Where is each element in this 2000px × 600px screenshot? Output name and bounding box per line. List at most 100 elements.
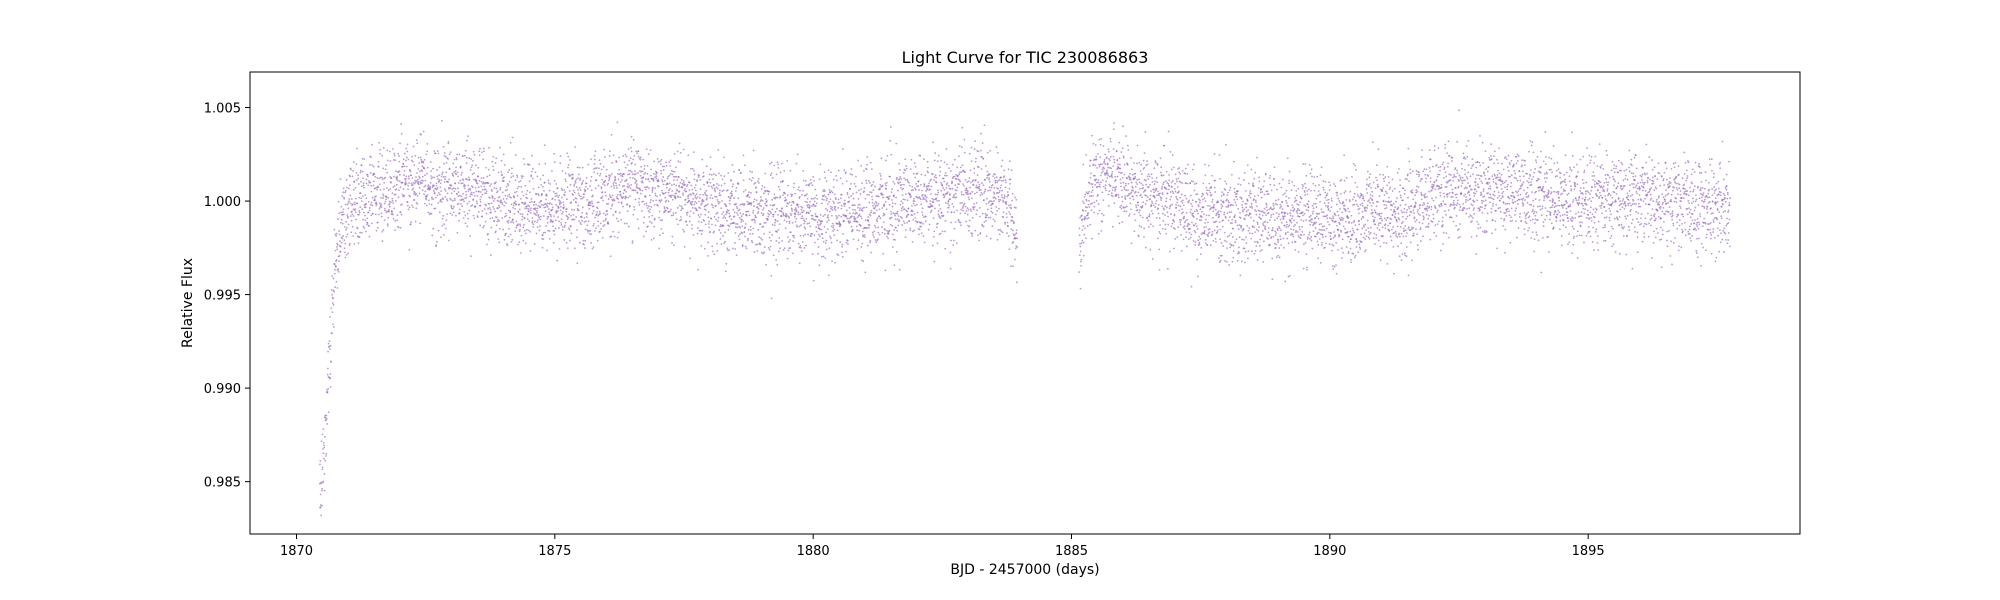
data-point [396,179,399,182]
data-point [509,141,512,144]
data-point [482,158,484,161]
data-point [493,220,496,222]
data-point [935,181,938,184]
data-point [455,173,458,176]
data-point [531,170,533,173]
data-point [959,171,961,174]
data-point [442,145,445,148]
data-point [1082,210,1084,212]
data-point [379,148,381,151]
data-point [743,231,746,233]
data-points [318,109,1731,517]
data-point [742,220,745,222]
data-point [472,214,475,217]
data-point [833,234,836,237]
data-point [878,215,881,218]
data-point [629,187,632,190]
data-point [860,188,862,191]
data-point [623,161,626,164]
data-point [699,207,702,210]
data-point [378,141,380,144]
data-point [917,233,920,236]
data-point [762,213,765,215]
data-point [345,227,348,229]
data-point [342,213,345,216]
data-point [1247,209,1250,211]
data-point [1231,260,1234,263]
data-point [991,225,994,227]
data-point [1231,222,1233,225]
data-point [991,183,994,186]
data-point [1198,235,1201,238]
data-point [330,289,333,291]
data-point [1164,180,1167,183]
data-point [517,185,520,188]
data-point [1201,210,1203,213]
data-point [1088,164,1091,167]
data-point [1157,212,1160,215]
data-point [983,192,986,194]
data-point [1189,182,1192,185]
data-point [415,193,418,195]
data-point [353,181,356,184]
data-point [432,167,434,170]
data-point [394,200,397,202]
data-point [721,200,723,202]
data-point [960,171,963,174]
data-point [943,195,946,197]
data-point [871,231,874,234]
data-point [1190,202,1193,205]
data-point [493,208,495,210]
data-point [697,214,700,216]
data-point [1261,191,1264,193]
data-point [939,232,942,235]
data-point [598,174,601,177]
data-point [1226,212,1229,215]
data-point [706,195,709,197]
data-point [796,226,799,228]
data-point [746,195,749,198]
data-point [374,213,377,216]
data-point [710,173,713,176]
data-point [1145,183,1148,186]
data-point [352,235,355,237]
data-point [567,173,570,176]
data-point [764,190,767,193]
data-point [757,228,760,231]
data-point [574,247,576,250]
data-point [387,189,390,192]
data-point [792,186,795,189]
data-point [500,159,503,162]
data-point [1009,182,1011,185]
data-point [1118,157,1121,160]
data-point [495,224,498,227]
data-point [354,186,357,189]
data-point [462,192,465,195]
data-point [886,154,889,157]
data-point [912,202,915,205]
data-point [547,179,550,182]
data-point [776,196,779,199]
data-point [651,214,654,217]
data-point [328,340,331,343]
data-point [973,206,976,208]
data-point [462,198,465,201]
data-point [430,212,433,215]
data-point [746,239,749,242]
data-point [1196,228,1199,230]
data-point [744,235,746,238]
data-point [669,165,672,167]
data-point [1207,164,1210,167]
data-point [1218,154,1221,156]
data-point [617,173,619,175]
data-point [1123,173,1126,176]
data-point [836,216,839,219]
data-point [1235,195,1238,198]
data-point [1179,205,1182,208]
data-point [470,255,472,258]
data-point [623,188,626,191]
data-point [1011,216,1014,219]
data-point [766,200,768,202]
data-point [471,173,474,176]
data-point [1267,193,1270,195]
